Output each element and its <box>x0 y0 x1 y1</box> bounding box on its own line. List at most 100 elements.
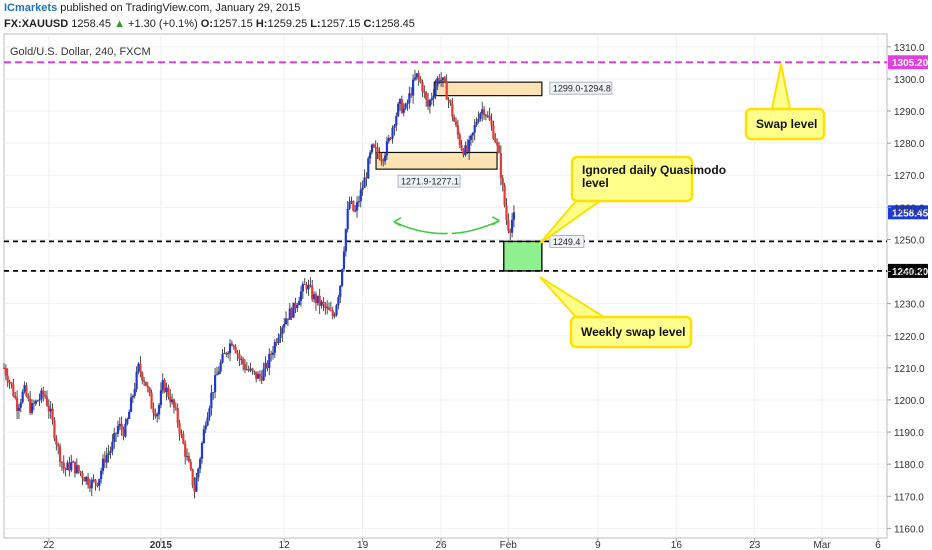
candle-body <box>369 152 372 159</box>
candle-body <box>234 346 237 353</box>
candle-body <box>100 470 103 479</box>
candle-body <box>454 121 458 126</box>
candle-body <box>408 93 411 103</box>
candle-body <box>262 368 265 381</box>
candle-body <box>464 145 467 156</box>
candle-body <box>400 99 403 113</box>
candle-body <box>503 184 506 206</box>
candle-body <box>469 135 473 140</box>
candle-body <box>47 405 50 412</box>
candle-body <box>466 145 469 152</box>
candle-body <box>204 425 207 430</box>
candle-body <box>380 159 383 161</box>
candle-body <box>174 407 177 409</box>
candle-body <box>159 390 163 406</box>
x-tick-label: 23 <box>749 540 761 550</box>
candle-body <box>415 73 418 78</box>
candle-body <box>195 477 198 492</box>
candle-body <box>264 362 267 369</box>
time-axis[interactable]: 22 2015 12 19 26 Feb 9 16 23 Mar 6 <box>43 538 881 550</box>
candle-body <box>471 132 474 136</box>
price-axis[interactable]: 1160.0 1170.0 1180.0 1190.0 1200.0 1210.0 1220… <box>887 43 925 536</box>
candle-body <box>499 152 502 178</box>
candle-body <box>25 385 28 397</box>
last-price-tag <box>888 205 928 220</box>
candle-body <box>58 446 62 462</box>
candle-body <box>266 362 269 368</box>
y-tick-label: 1200.0 <box>894 396 925 407</box>
level-label: 1249.4 <box>553 237 581 247</box>
candle-body <box>64 468 67 470</box>
candle-body <box>12 384 15 397</box>
candle-body <box>402 108 405 113</box>
candle-body <box>383 155 387 162</box>
candle-body <box>238 354 241 359</box>
candle-body <box>144 381 148 386</box>
candle-body <box>481 109 484 114</box>
candle-body <box>114 433 118 435</box>
candle-body <box>299 291 303 301</box>
plot-area[interactable] <box>3 33 888 539</box>
candle-body <box>283 324 286 328</box>
candle-body <box>141 372 144 381</box>
candle-body <box>391 127 394 139</box>
candle-body <box>258 373 262 377</box>
candle-body <box>482 109 486 116</box>
candle-body <box>479 113 482 119</box>
y-tick-label: 1280.0 <box>894 139 925 150</box>
candle-body <box>374 147 377 149</box>
candle-body <box>271 352 275 355</box>
candle-body <box>210 392 213 409</box>
candle-body <box>29 398 32 413</box>
candle-body <box>477 118 480 122</box>
candle-body <box>449 100 452 104</box>
candle-body <box>303 283 306 285</box>
candle-body <box>79 471 82 474</box>
candle-body <box>120 423 123 430</box>
candle-body <box>316 295 319 304</box>
candle-body <box>339 285 342 298</box>
candle-body <box>436 78 439 87</box>
candle-body <box>133 389 136 396</box>
candle-body <box>232 345 235 347</box>
candle-body <box>326 307 329 309</box>
zone-layer: 1299.0-1294.8 1271.9-1277.1 <box>375 81 613 272</box>
candle-body <box>217 371 220 375</box>
candle-body <box>8 382 11 384</box>
candle-body <box>163 379 166 393</box>
candle-body <box>301 283 304 292</box>
candle-body <box>45 396 49 406</box>
candle-body <box>129 397 133 412</box>
candle-body <box>507 219 510 231</box>
candle-body <box>438 78 441 81</box>
x-tick-label: 22 <box>43 540 55 550</box>
x-tick-label: 19 <box>357 540 369 550</box>
candle-body <box>406 102 409 105</box>
x-tick-label: 16 <box>671 540 683 550</box>
brand-link[interactable]: ICmarkets <box>4 2 58 14</box>
candle-body <box>365 177 368 179</box>
candle-body <box>146 385 149 388</box>
candle-body <box>75 465 78 474</box>
candle-body <box>468 139 471 152</box>
candle-body <box>148 387 151 393</box>
candle-body <box>85 476 88 482</box>
candle-body <box>77 465 80 472</box>
candle-body <box>176 408 179 424</box>
candle-body <box>426 99 430 107</box>
candle-body <box>42 390 45 395</box>
candle-body <box>275 341 278 343</box>
candle-body <box>387 137 390 142</box>
candle-body <box>411 79 415 96</box>
candle-body <box>103 458 106 463</box>
y-tick-label: 1240.0 <box>894 268 925 279</box>
candle-body <box>327 307 331 310</box>
candle-body <box>496 142 499 146</box>
candle-body <box>441 77 445 81</box>
candle-body <box>357 201 361 203</box>
close-label: C: <box>363 18 376 30</box>
candle-body <box>484 115 488 117</box>
open-label: O: <box>200 18 214 30</box>
candle-body <box>86 476 90 486</box>
